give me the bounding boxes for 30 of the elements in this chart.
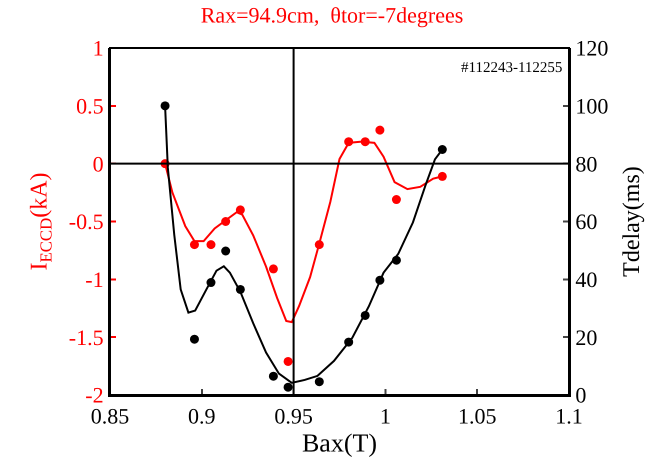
x-axis-title: Bax(T) [302, 428, 378, 458]
y-tick-label: 0 [92, 151, 104, 176]
y2-tick-label: 40 [575, 267, 598, 292]
point [392, 195, 401, 204]
x-tick-label: 1.05 [458, 403, 496, 428]
point [190, 334, 199, 344]
point [284, 382, 293, 392]
y-tick-label: 0.5 [76, 94, 104, 119]
y-tick-label: -1 [85, 267, 104, 292]
point [284, 356, 293, 366]
point [268, 264, 278, 274]
y2-axis-title: Tdelay(ms) [619, 166, 646, 277]
y2-tick-label: 20 [575, 324, 598, 350]
x-tick-label: 0.95 [274, 403, 313, 428]
point [221, 246, 230, 256]
point [206, 240, 216, 250]
y2-tick-label: 100 [575, 94, 608, 119]
y2-tick-label: 120 [575, 36, 608, 61]
y2-tick-label: 80 [575, 151, 598, 176]
point [375, 126, 384, 135]
point [268, 372, 278, 381]
annotation: #112243-112255 [461, 60, 562, 76]
y2-tick-label: 60 [575, 209, 598, 234]
x-tick-label: 0.9 [188, 403, 216, 428]
point [314, 377, 324, 386]
y-tick-label: 1 [92, 36, 104, 61]
x-tick-label: 1 [380, 403, 391, 428]
y-tick-label: -1.5 [68, 324, 104, 350]
chart-title: Rax=94.9cm, θtor=-7degrees [200, 2, 464, 28]
y-tick-label: -0.5 [68, 209, 104, 234]
